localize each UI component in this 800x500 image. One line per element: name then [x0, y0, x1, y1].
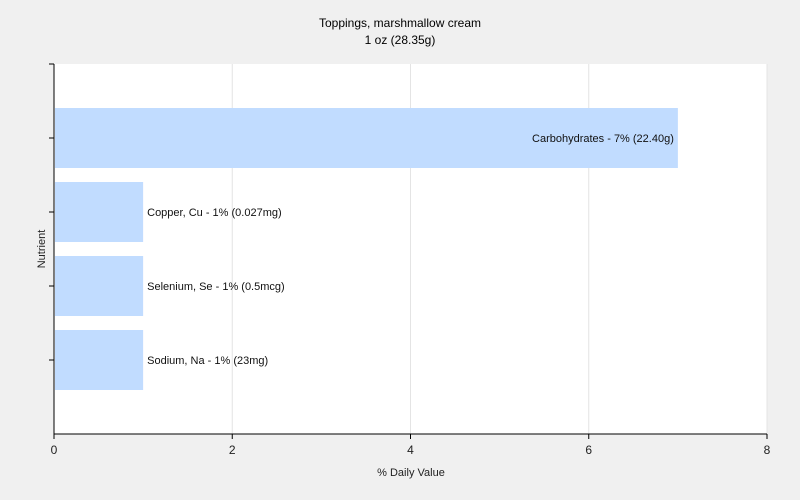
x-tick-label: 2	[229, 443, 236, 457]
chart-subtitle: 1 oz (28.35g)	[365, 33, 436, 47]
bar-label: Selenium, Se - 1% (0.5mcg)	[147, 281, 285, 293]
bar	[55, 256, 144, 316]
bars-group: Carbohydrates - 7% (22.40g) Copper, Cu - …	[55, 108, 678, 390]
chart-title: Toppings, marshmallow cream	[319, 16, 481, 30]
bar-label: Sodium, Na - 1% (23mg)	[147, 355, 268, 367]
bar	[55, 182, 144, 242]
x-tick-label: 0	[51, 443, 58, 457]
bar	[55, 108, 678, 168]
x-tick-label: 4	[407, 443, 414, 457]
y-axis-title: Nutrient	[36, 230, 48, 269]
x-tick-label: 6	[585, 443, 592, 457]
x-tick-label: 8	[764, 443, 771, 457]
x-axis-title: % Daily Value	[377, 467, 445, 479]
bar	[55, 330, 144, 390]
bar-label: Carbohydrates - 7% (22.40g)	[532, 133, 674, 145]
ticks: 0 2 4 6 8	[49, 63, 771, 457]
bar-label: Copper, Cu - 1% (0.027mg)	[147, 207, 282, 219]
